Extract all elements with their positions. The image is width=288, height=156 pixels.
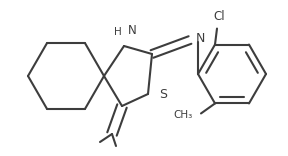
Text: S: S bbox=[159, 88, 167, 100]
Text: N: N bbox=[196, 32, 205, 44]
Text: Cl: Cl bbox=[213, 10, 225, 23]
Text: N: N bbox=[128, 24, 137, 37]
Text: CH₃: CH₃ bbox=[174, 110, 193, 120]
Text: H: H bbox=[114, 27, 122, 37]
